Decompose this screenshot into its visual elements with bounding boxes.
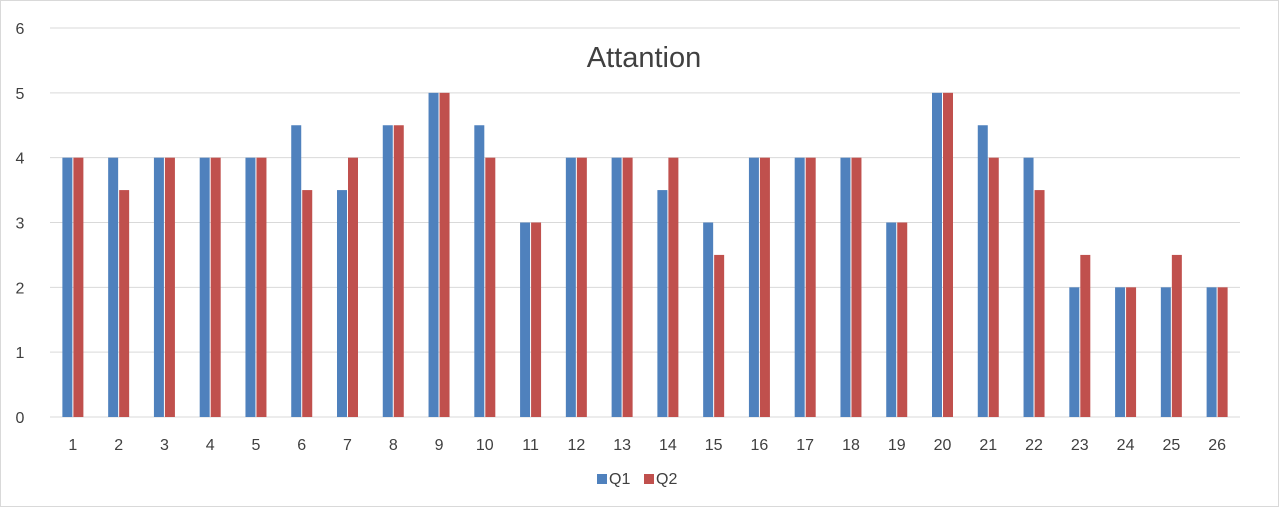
bar-q1-18 (840, 157, 851, 417)
bar-q2-2 (119, 190, 130, 417)
legend-swatch-q2 (644, 474, 654, 484)
bar-q2-6 (302, 190, 313, 417)
bar-q2-16 (759, 157, 770, 417)
x-tick-label: 21 (979, 437, 997, 454)
chart-title: Attantion (587, 42, 701, 74)
bars (62, 92, 1228, 417)
bar-q1-15 (703, 222, 714, 417)
bar-q1-8 (382, 125, 393, 417)
x-tick-label: 19 (888, 437, 906, 454)
bar-q1-5 (245, 157, 256, 417)
x-tick-label: 23 (1071, 437, 1089, 454)
bar-q2-13 (622, 157, 633, 417)
x-tick-label: 4 (206, 437, 215, 454)
bar-q2-14 (668, 157, 679, 417)
y-axis-ticks: 0 1 2 3 4 5 6 (16, 21, 25, 427)
bar-q2-22 (1034, 190, 1045, 417)
x-tick-label: 11 (522, 437, 539, 454)
x-tick-label: 20 (934, 437, 952, 454)
bar-q2-18 (851, 157, 862, 417)
bar-q2-3 (164, 157, 175, 417)
bar-q2-17 (805, 157, 816, 417)
y-tick-label: 3 (16, 216, 25, 233)
x-tick-label: 2 (114, 437, 123, 454)
x-tick-label: 10 (476, 437, 494, 454)
x-tick-label: 26 (1208, 437, 1226, 454)
bar-q1-10 (474, 125, 485, 417)
bar-q2-11 (531, 222, 542, 417)
x-tick-label: 25 (1162, 437, 1180, 454)
legend: Q1 Q2 (597, 471, 677, 488)
bar-q2-23 (1080, 254, 1091, 417)
bar-q2-1 (73, 157, 84, 417)
bar-q1-12 (565, 157, 576, 417)
bar-q1-11 (520, 222, 531, 417)
bar-q1-19 (886, 222, 897, 417)
y-tick-label: 5 (16, 86, 25, 103)
bar-q2-4 (210, 157, 221, 417)
bar-q1-14 (657, 190, 668, 417)
y-tick-label: 1 (16, 345, 25, 362)
bar-q2-8 (393, 125, 404, 417)
x-tick-label: 9 (435, 437, 444, 454)
x-tick-label: 17 (796, 437, 814, 454)
bar-q1-16 (748, 157, 759, 417)
x-tick-label: 13 (613, 437, 631, 454)
bar-q2-20 (943, 92, 953, 417)
bar-q2-5 (256, 157, 267, 417)
legend-swatch-q1 (597, 474, 607, 484)
bar-q2-9 (439, 92, 450, 417)
bar-q1-2 (108, 157, 119, 417)
x-tick-label: 24 (1117, 437, 1135, 454)
x-tick-label: 14 (659, 437, 677, 454)
x-tick-label: 16 (751, 437, 769, 454)
x-tick-label: 12 (567, 437, 585, 454)
x-axis-ticks: 1 2 3 4 5 6 7 8 9 10 11 12 13 14 15 16 17 18 19 20 21 22 23 24 2… (68, 437, 1226, 454)
bar-q1-20 (932, 92, 942, 417)
y-tick-label: 2 (16, 280, 25, 297)
x-tick-label: 1 (68, 437, 77, 454)
bar-q2-12 (576, 157, 587, 417)
x-tick-label: 15 (705, 437, 723, 454)
bar-q1-7 (337, 190, 347, 417)
x-tick-label: 7 (343, 437, 352, 454)
bar-q2-26 (1217, 287, 1228, 417)
y-tick-label: 0 (16, 410, 25, 427)
x-tick-label: 6 (297, 437, 306, 454)
bar-q1-9 (428, 92, 439, 417)
bar-q2-19 (897, 222, 908, 417)
bar-q2-21 (988, 157, 999, 417)
bar-q1-13 (611, 157, 622, 417)
bar-q1-23 (1069, 287, 1080, 417)
x-tick-label: 3 (160, 437, 169, 454)
bar-q2-10 (485, 157, 496, 417)
x-tick-label: 5 (252, 437, 261, 454)
bar-q1-22 (1023, 157, 1034, 417)
y-tick-label: 6 (16, 21, 25, 38)
bar-q1-1 (62, 157, 73, 417)
bar-q2-24 (1126, 287, 1137, 417)
bar-q2-7 (348, 157, 358, 417)
x-tick-label: 18 (842, 437, 860, 454)
x-tick-label: 8 (389, 437, 398, 454)
legend-label-q2: Q2 (656, 471, 677, 488)
bar-q1-24 (1115, 287, 1126, 417)
bar-q1-17 (794, 157, 805, 417)
y-tick-label: 4 (16, 151, 25, 168)
bar-q1-25 (1160, 287, 1171, 417)
bar-q1-3 (153, 157, 164, 417)
bar-q2-25 (1171, 254, 1182, 417)
x-tick-label: 22 (1025, 437, 1043, 454)
bar-q1-26 (1206, 287, 1217, 417)
bar-q2-15 (714, 254, 725, 417)
bar-q1-21 (977, 125, 988, 417)
bar-q1-6 (291, 125, 302, 417)
bar-q1-4 (199, 157, 210, 417)
legend-label-q1: Q1 (609, 471, 630, 488)
